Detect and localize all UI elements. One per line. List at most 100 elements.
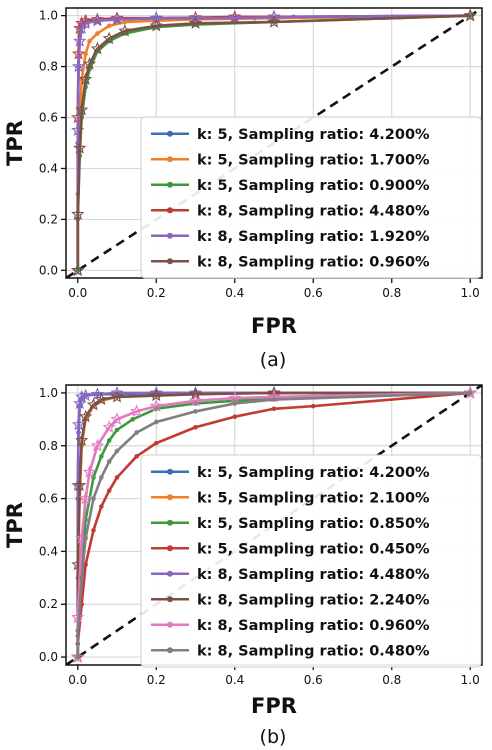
series-point-3: [99, 454, 104, 459]
series-point-6: [86, 397, 101, 411]
series-point-4: [106, 488, 112, 493]
legend-swatch-marker: [167, 232, 173, 239]
series-point-6: [71, 207, 85, 220]
series-point-4: [310, 403, 316, 409]
legend-entry: k: 8, Sampling ratio: 0.960%: [197, 618, 430, 634]
series-point-7: [228, 391, 242, 404]
diagonal-reference-line: [66, 385, 482, 665]
series-point-7: [71, 650, 85, 663]
series-line-3: [76, 391, 471, 658]
series-point-5: [73, 34, 87, 47]
legend-swatch-marker: [167, 545, 173, 552]
legend-swatch-marker: [167, 181, 173, 188]
legend-entry: k: 8, Sampling ratio: 4.480%: [197, 203, 430, 219]
y-tick-label: 0.0: [39, 263, 58, 277]
legend-entry: k: 5, Sampling ratio: 0.450%: [197, 541, 430, 557]
series-point-8: [134, 430, 139, 435]
y-tick-label: 0.4: [39, 544, 58, 558]
legend-swatch-marker: [167, 621, 173, 628]
series-point-4: [91, 527, 96, 533]
series-point-5: [90, 387, 104, 400]
panel-a: 0.0 0.0 0.2 0.2 0.4 0.4 0.6 0.6 0.8 0.8 1.0 1.0 k: 5…: [3, 7, 483, 371]
y-tick-label: 0.8: [39, 439, 58, 453]
x-axis-label: FPR: [251, 314, 297, 338]
panel-b: 0.0 0.0 0.2 0.2 0.4 0.4 0.6 0.6 0.8 0.8 1.0 1.0 k: 5…: [3, 384, 483, 748]
series-point-7: [110, 412, 124, 425]
series-point-4: [99, 504, 104, 509]
x-tick-label: 0.8: [382, 286, 401, 300]
series-point-6: [82, 57, 97, 70]
series-point-6: [94, 392, 108, 406]
series-point-6: [73, 478, 87, 491]
legend-swatch-marker: [167, 647, 173, 654]
series-point-6: [79, 72, 93, 85]
series-point-2: [87, 38, 92, 44]
series-point-8: [193, 409, 198, 414]
legend-entry: k: 5, Sampling ratio: 0.850%: [197, 516, 430, 532]
series-point-5: [71, 59, 86, 73]
series-point-5: [79, 16, 93, 29]
y-tick-label: 0.2: [39, 212, 58, 226]
y-axis-label: TPR: [3, 120, 27, 166]
series-point-4: [114, 475, 120, 480]
series-point-4: [232, 414, 238, 419]
series-point-7: [463, 385, 477, 399]
x-tick-label: 0.2: [147, 673, 166, 687]
series-point-6: [79, 409, 93, 423]
legend-swatch-marker: [167, 207, 173, 214]
series-point-6: [267, 385, 281, 399]
series-point-2: [83, 51, 88, 57]
series-point-6: [75, 102, 89, 116]
series-point-6: [73, 141, 87, 154]
series-point-5: [75, 21, 89, 34]
series-point-7: [149, 399, 163, 412]
series-point-8: [114, 448, 120, 454]
x-tick-label: 0.0: [68, 673, 87, 687]
legend-entry: k: 5, Sampling ratio: 2.100%: [197, 490, 430, 506]
legend-swatch-marker: [167, 519, 173, 526]
legend-entry: k: 8, Sampling ratio: 4.480%: [197, 567, 430, 583]
series-point-2: [95, 31, 100, 36]
x-tick-label: 0.4: [225, 286, 244, 300]
series-point-6: [71, 263, 85, 276]
y-tick-label: 0.2: [39, 597, 58, 611]
series-point-6: [102, 31, 116, 45]
y-tick-label: 0.4: [39, 161, 58, 175]
x-tick-label: 0.2: [147, 286, 166, 300]
series-point-8: [75, 633, 81, 639]
y-tick-label: 0.0: [39, 650, 58, 664]
x-tick-label: 0.4: [225, 673, 244, 687]
series-line-7: [76, 391, 471, 658]
series-point-5: [267, 9, 281, 23]
series-point-2: [122, 19, 128, 25]
series-line-8: [76, 391, 471, 658]
series-point-6: [110, 389, 124, 403]
x-tick-label: 0.8: [382, 673, 401, 687]
series-point-2: [106, 23, 112, 29]
series-point-6: [118, 23, 132, 37]
y-tick-label: 0.6: [39, 492, 58, 506]
x-tick-label: 0.6: [304, 673, 323, 687]
series-point-3: [106, 438, 112, 443]
series-point-3: [114, 427, 120, 433]
series-point-8: [467, 390, 473, 396]
series-point-6: [149, 388, 163, 402]
y-tick-label: 0.8: [39, 60, 58, 74]
series-point-5: [73, 396, 87, 410]
series-point-8: [232, 401, 238, 406]
series-line-5: [76, 14, 471, 271]
legend-entry: k: 8, Sampling ratio: 2.240%: [197, 592, 430, 608]
x-tick-label: 1.0: [461, 286, 480, 300]
series-point-8: [153, 419, 159, 425]
legend-swatch-marker: [167, 130, 173, 137]
x-tick-label: 1.0: [461, 673, 480, 687]
series-line-6: [76, 14, 471, 271]
series-point-8: [91, 496, 96, 501]
legend-swatch-marker: [167, 596, 173, 603]
series-point-6: [463, 8, 477, 22]
panel-caption: (b): [260, 726, 287, 748]
series-point-5: [228, 11, 242, 24]
legend-entry: k: 5, Sampling ratio: 4.200%: [197, 465, 430, 481]
plot-area: [66, 8, 482, 278]
